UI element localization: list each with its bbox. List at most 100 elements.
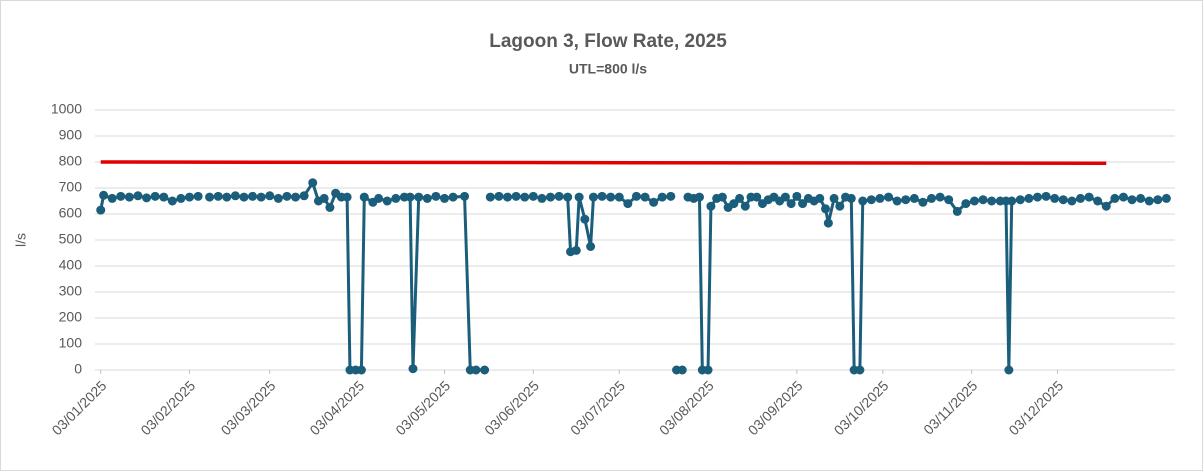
data-point [282,191,292,201]
data-point [855,365,865,375]
data-point [821,204,831,214]
data-point [1110,193,1120,203]
data-point [694,192,704,202]
y-tick-label: 300 [59,283,83,299]
data-point [1161,193,1171,203]
data-point [319,193,329,203]
data-point [1041,191,1051,201]
data-point [116,191,126,201]
data-point [926,193,936,203]
data-point [96,205,106,215]
y-tick-label: 700 [59,179,83,195]
data-point [159,192,169,202]
data-point [614,192,624,202]
data-point [133,191,143,201]
data-point [1050,193,1060,203]
data-point [528,191,538,201]
data-point [554,191,564,201]
data-point [503,192,513,202]
data-point [657,192,667,202]
data-point [1144,196,1154,206]
data-point [935,192,945,202]
data-point [356,365,366,375]
data-point [649,197,659,207]
data-point [545,192,555,202]
data-point [978,195,988,205]
y-tick-label: 0 [74,361,82,377]
data-point [150,191,160,201]
data-point [792,191,802,201]
y-tick-label: 800 [59,153,83,169]
data-point [571,245,581,255]
data-point [987,196,997,206]
data-point [586,242,596,251]
data-point [265,191,275,201]
data-point [485,192,495,202]
data-point [835,201,845,211]
data-point [511,191,521,201]
data-point [374,193,384,203]
data-point [1127,195,1137,205]
data-point [222,192,232,202]
data-point [892,196,902,206]
data-point [1067,196,1077,206]
data-point [520,192,530,202]
y-tick-label: 900 [59,127,83,143]
data-point [677,365,687,375]
data-point [1032,192,1042,202]
data-point [918,197,928,207]
y-axis-label: l/s [13,233,29,247]
data-point [1007,196,1017,206]
data-point [405,192,415,202]
data-point [1075,193,1085,203]
data-point [884,192,894,202]
data-point [588,192,598,202]
data-point [342,192,352,202]
data-point [391,193,401,203]
y-tick-label: 200 [59,309,83,325]
data-point [1004,365,1014,375]
data-point [729,199,739,209]
data-point [717,192,727,202]
data-point [422,193,432,203]
data-point [631,191,641,201]
data-point [606,192,616,202]
data-point [823,218,833,228]
data-point [846,193,856,203]
data-point [185,192,195,202]
data-point [308,178,318,188]
data-line [100,160,1107,166]
data-point [291,192,301,202]
data-point [866,195,876,205]
data-point [439,193,449,203]
chart-subtitle: UTL=800 l/s [569,61,647,77]
data-point [460,191,470,201]
data-point [1101,201,1111,211]
data-point [969,196,979,206]
data-point [1015,195,1025,205]
data-point [597,191,607,201]
y-tick-label: 1000 [51,101,82,117]
data-point [193,191,203,201]
data-point [273,193,283,203]
data-point [1058,195,1068,205]
data-point [124,192,134,202]
data-point [786,199,796,209]
data-point [176,193,186,203]
data-point [666,191,676,201]
data-point [213,191,223,201]
data-point [574,192,584,202]
data-point [944,195,954,205]
data-point [901,195,911,205]
y-tick-label: 400 [59,257,83,273]
data-point [952,206,962,216]
data-point [875,193,885,203]
data-point [623,199,633,209]
data-point [99,190,109,200]
data-point [580,214,590,224]
data-point [256,192,266,202]
data-point [703,365,713,375]
data-point [858,196,868,206]
data-point [1024,193,1034,203]
